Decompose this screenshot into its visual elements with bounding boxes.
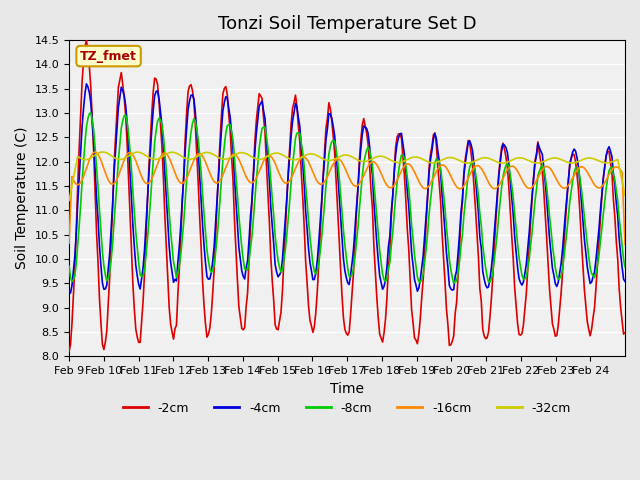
Text: TZ_fmet: TZ_fmet (80, 49, 137, 62)
Legend: -2cm, -4cm, -8cm, -16cm, -32cm: -2cm, -4cm, -8cm, -16cm, -32cm (118, 396, 576, 420)
Y-axis label: Soil Temperature (C): Soil Temperature (C) (15, 127, 29, 269)
X-axis label: Time: Time (330, 382, 364, 396)
Title: Tonzi Soil Temperature Set D: Tonzi Soil Temperature Set D (218, 15, 476, 33)
